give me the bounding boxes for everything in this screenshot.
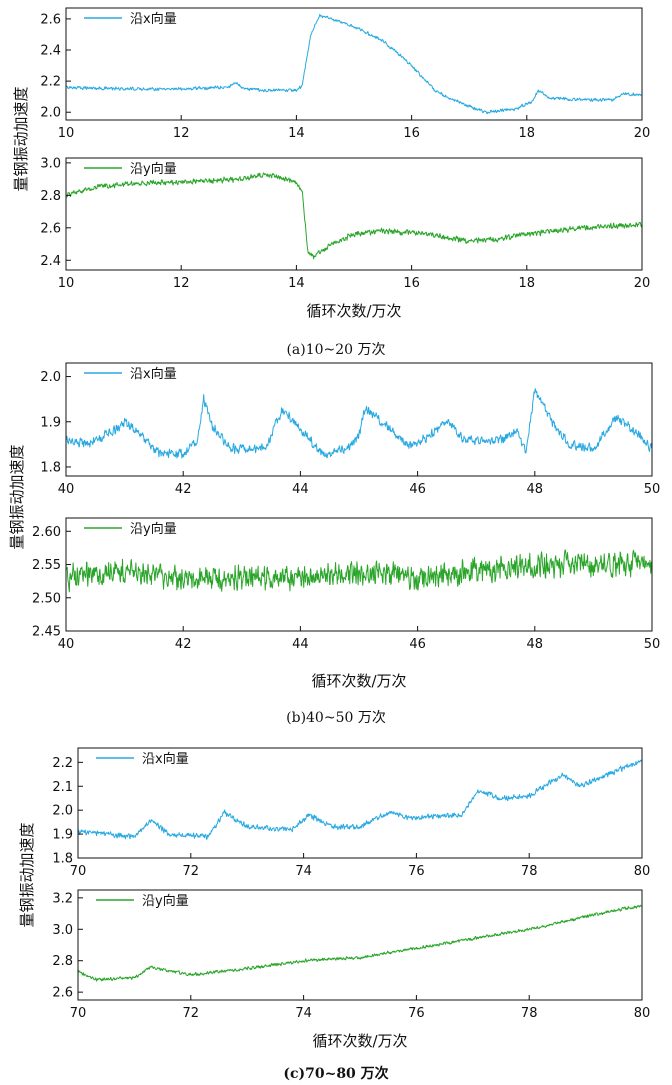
x-tick-label: 40 (58, 482, 75, 497)
y-tick-label: 2.2 (40, 75, 61, 90)
figure-caption: (c)70~80 万次 (283, 1065, 388, 1082)
y-tick-label: 2.6 (40, 221, 61, 236)
x-tick-label: 20 (634, 126, 651, 141)
plot-frame (65, 362, 653, 477)
series-line (77, 759, 643, 840)
y-tick-label: 2.0 (52, 804, 73, 819)
y-axis-title: 量钢振动加速度 (12, 86, 30, 191)
y-tick-label: 2.1 (52, 780, 73, 795)
plot-frame (77, 747, 643, 859)
series-line (77, 904, 643, 982)
x-tick-label: 46 (409, 482, 426, 497)
y-tick-label: 2.6 (52, 986, 73, 1001)
plot-frame (65, 157, 643, 271)
series-line (65, 388, 653, 459)
x-tick-label: 74 (295, 864, 312, 879)
y-tick-label: 3.0 (40, 156, 61, 171)
x-tick-label: 14 (288, 126, 305, 141)
series-line (65, 13, 643, 115)
y-tick-label: 2.8 (40, 189, 61, 204)
panel-b-x: 40 42 44 46 48 50 1.8 1.9 2.0 沿x向量 (40, 362, 661, 497)
x-tick-label: 76 (408, 864, 425, 879)
panel-a-y: 10 12 14 16 18 20 2.4 2.6 2.8 3.0 沿y向量 (40, 156, 650, 291)
x-tick-label: 10 (58, 126, 75, 141)
x-tick-label: 50 (644, 637, 661, 652)
x-tick-label: 42 (175, 637, 192, 652)
x-tick-label: 78 (521, 1006, 538, 1021)
panel-a-x: 10 12 14 16 18 20 2.0 2.2 2.4 2.6 沿x向量 (40, 7, 651, 141)
x-tick-label: 14 (288, 276, 305, 291)
x-tick-label: 80 (634, 1006, 651, 1021)
x-tick-label: 44 (292, 637, 309, 652)
legend-label: 沿x向量 (142, 751, 189, 767)
y-tick-label: 2.6 (40, 12, 61, 27)
y-tick-label: 1.8 (40, 460, 61, 475)
panel-c-x: 70 72 74 76 78 80 1.8 1.9 2.0 2.1 2.2 沿x向量 (52, 747, 651, 879)
plot-frame (65, 7, 643, 121)
figure-caption: (a)10~20 万次 (286, 342, 385, 358)
x-tick-label: 16 (403, 276, 420, 291)
x-tick-label: 42 (175, 482, 192, 497)
x-tick-label: 50 (644, 482, 661, 497)
x-tick-label: 46 (409, 637, 426, 652)
figure-caption: (b)40~50 万次 (286, 710, 386, 726)
x-tick-label: 40 (58, 637, 75, 652)
y-tick-label: 1.8 (52, 852, 73, 867)
legend-label: 沿x向量 (130, 11, 177, 27)
x-tick-label: 18 (519, 126, 536, 141)
panel-c-y: 70 72 74 76 78 80 2.6 2.8 3.0 3.2 沿y向量 (52, 889, 651, 1021)
x-axis-title: 循环次数/万次 (311, 672, 406, 690)
x-tick-label: 16 (403, 126, 420, 141)
y-tick-label: 2.4 (40, 44, 61, 59)
chart-group-b: 40 42 44 46 48 50 1.8 1.9 2.0 沿x向量 40 42 44 46 48 50 2.4… (8, 362, 661, 726)
y-tick-label: 2.55 (32, 558, 61, 573)
y-tick-label: 3.2 (52, 891, 73, 906)
y-axis-title: 量钢振动加速度 (8, 444, 26, 549)
y-axis-title: 量钢振动加速度 (18, 822, 36, 927)
x-tick-label: 18 (519, 276, 536, 291)
x-axis-title: 循环次数/万次 (306, 302, 401, 320)
x-tick-label: 74 (295, 1006, 312, 1021)
x-tick-label: 72 (183, 1006, 200, 1021)
x-tick-label: 72 (183, 864, 200, 879)
x-tick-label: 44 (292, 482, 309, 497)
legend-label: 沿y向量 (130, 521, 177, 537)
x-tick-label: 48 (527, 482, 544, 497)
y-tick-label: 2.50 (32, 591, 61, 606)
y-tick-label: 2.8 (52, 954, 73, 969)
y-tick-label: 2.4 (40, 254, 61, 269)
panel-b-y: 40 42 44 46 48 50 2.45 2.50 2.55 2.60 沿y向量 (32, 517, 661, 652)
x-tick-label: 70 (70, 1006, 87, 1021)
y-tick-label: 1.9 (40, 415, 61, 430)
y-tick-label: 1.9 (52, 828, 73, 843)
x-tick-label: 70 (70, 864, 87, 879)
plot-frame (65, 517, 653, 632)
y-tick-label: 3.0 (52, 923, 73, 938)
y-tick-label: 2.0 (40, 106, 61, 121)
legend-label: 沿y向量 (130, 161, 177, 177)
chart-group-a: 10 12 14 16 18 20 2.0 2.2 2.4 2.6 沿x向量 10 12 14 16 18 20… (12, 7, 651, 358)
y-tick-label: 2.0 (40, 370, 61, 385)
series-line (65, 549, 653, 593)
legend-label: 沿y向量 (142, 893, 189, 909)
x-tick-label: 48 (527, 637, 544, 652)
y-tick-label: 2.60 (32, 525, 61, 540)
x-tick-label: 78 (521, 864, 538, 879)
legend-label: 沿x向量 (130, 366, 177, 382)
x-tick-label: 12 (173, 126, 190, 141)
x-tick-label: 12 (173, 276, 190, 291)
x-tick-label: 76 (408, 1006, 425, 1021)
x-axis-title: 循环次数/万次 (312, 1032, 407, 1050)
x-tick-label: 80 (634, 864, 651, 879)
plot-frame (77, 889, 643, 1001)
x-tick-label: 10 (58, 276, 75, 291)
x-tick-label: 20 (634, 276, 651, 291)
y-tick-label: 2.2 (52, 756, 73, 771)
y-tick-label: 2.45 (32, 625, 61, 640)
series-line (65, 172, 643, 260)
